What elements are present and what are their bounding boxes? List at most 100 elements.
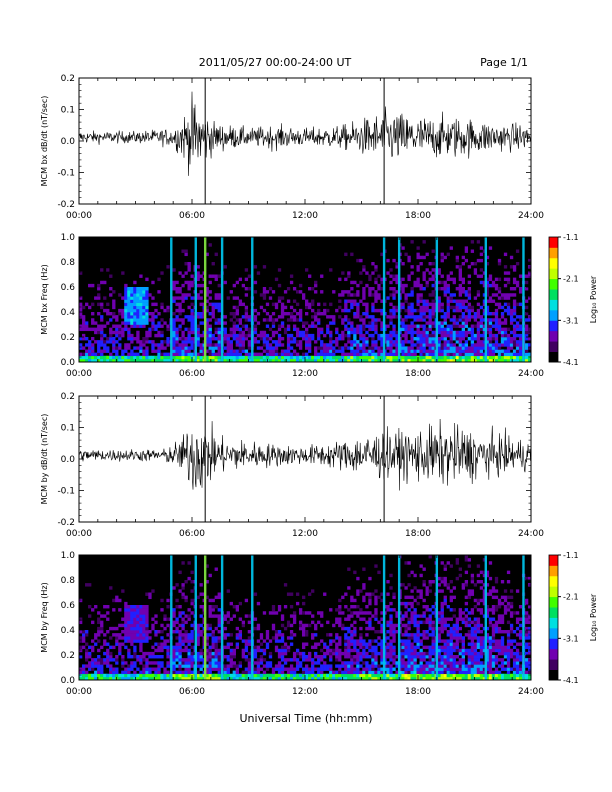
spectrogram-cell [145,340,149,344]
spectrogram-cell [512,299,517,303]
spectrogram-cell [494,333,499,338]
spectrogram-cell [338,648,342,653]
spectrogram-cell [359,355,363,360]
spectrogram-cell [241,639,246,643]
spectrogram-cell [187,648,191,653]
spectrogram-cell [389,655,393,659]
spectrogram-cell [109,340,113,344]
spectrogram-cell [362,302,366,307]
spectrogram-cell [353,355,357,360]
spectrogram-cell [244,277,249,282]
spectrogram-cell [479,651,484,656]
spectrogram-cell [208,352,212,357]
spectrogram-cell [229,664,233,668]
spectrogram-cell [473,636,478,640]
spectrogram-cell [214,358,218,363]
spectrogram-cell [440,327,444,332]
spectrogram-cell [127,614,131,618]
spectrogram-cell [461,352,465,357]
spectrogram-cell [133,293,137,297]
spectrogram-cell [452,633,456,637]
spectrogram-cell [178,639,182,643]
spectrogram-cell [485,358,490,363]
spectrogram-cell [211,673,215,678]
spectrogram-cell [311,337,315,341]
spectrogram-cell [157,664,161,668]
spectrogram-cell [440,258,444,263]
spectrogram-cell [91,648,95,653]
spectrogram-cell [223,355,227,360]
spectrogram-cell [410,633,414,637]
spectrogram-cell [428,648,432,653]
spectrogram-cell [112,346,116,350]
spectrogram-cell [377,630,381,634]
spectrogram-cell [172,648,176,653]
spectrogram-cell [416,636,420,640]
spectrogram-cell [344,299,348,303]
spectrogram-cell [347,293,351,297]
spectrogram-cell [241,343,246,347]
spectrogram-cell [109,274,113,278]
spectrogram-cell [139,299,143,303]
spectrogram-cell [157,312,161,316]
spectrogram-cell [181,352,185,357]
spectrogram-cell [461,355,465,360]
spectrogram-cell [452,626,456,631]
spectrogram-cell [235,296,239,300]
spectrogram-cell [172,355,176,360]
x-tick-label: 00:00 [66,369,92,379]
spectrogram-cell [419,337,423,341]
spectrogram-cell [401,290,405,294]
spectrogram-cell [437,355,441,360]
spectrogram-cell [208,633,212,637]
spectrogram-cell [356,258,360,263]
spectrogram-cell [253,290,258,294]
spectrogram-cell [470,337,475,341]
spectrogram-cell [425,280,429,285]
spectrogram-cell [133,623,137,628]
spectrogram-cell [142,626,146,631]
spectrogram-cell [404,651,408,656]
spectrogram-cell [344,667,348,671]
spectrogram-cell [329,676,333,681]
spectrogram-cell [256,346,261,350]
spectrogram-cell [317,358,321,363]
spectrogram-cell [238,664,243,668]
spectrogram-cell [344,315,348,319]
spectrogram-cell [332,355,336,360]
plots-container: 00:00 06:00 12:00 18:00 24:000.20.10.0-0.1-0… [40,74,598,697]
spectrogram-cell [365,349,369,353]
spectrogram-cell [314,645,318,650]
spectrogram-cell [500,636,505,640]
spectrogram-cell [175,642,179,646]
spectrogram-cell [157,667,161,671]
spectrogram-cell [509,639,514,643]
spectrogram-cell [82,664,86,668]
spectrogram-cell [422,611,426,615]
spectrogram-cell [431,626,435,631]
spectrogram-cell [350,327,354,332]
spectrogram-cell [449,626,453,631]
spectrogram-cell [277,340,282,344]
spectrogram-cell [380,617,384,621]
spectrogram-cell [488,667,493,671]
spectrogram-cell [317,337,321,341]
spectrogram-cell [154,642,158,646]
spectrogram-cell [413,639,417,643]
spectrogram-cell [395,337,399,341]
spectrogram-cell [85,670,89,675]
spectrogram-cell [413,614,417,618]
spectrogram-cell [503,318,508,322]
spectrogram-cell [380,645,384,650]
spectrogram-cell [368,626,372,631]
spectrogram-cell [127,337,131,341]
spectrogram-cell [485,670,490,675]
spectrogram-cell [151,623,155,628]
spectrogram-cell [292,315,297,319]
spectrogram-cell [464,664,469,668]
spectrogram-cell [410,330,414,335]
spectrogram-cell [344,343,348,347]
spectrogram-cell [268,337,273,341]
spectrogram-cell [347,274,351,278]
spectrogram-cell [344,636,348,640]
